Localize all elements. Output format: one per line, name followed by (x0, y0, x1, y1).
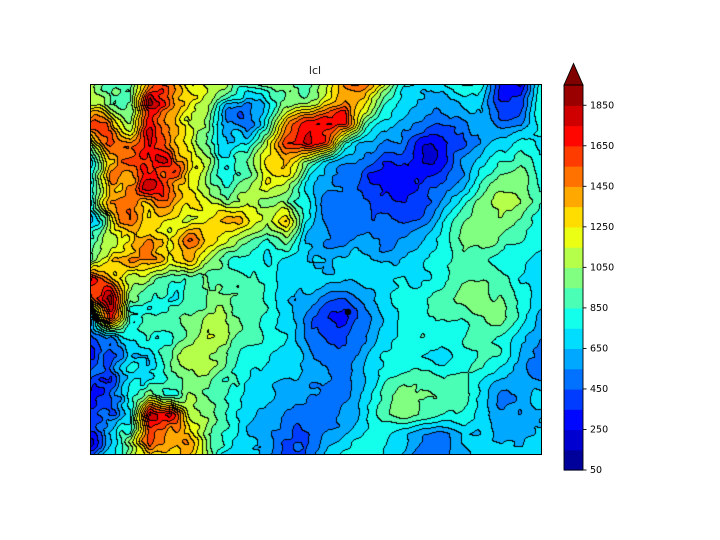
colorbar-band (564, 429, 583, 451)
colorbar-tick-label: 1250 (590, 222, 614, 233)
colorbar-tick-label: 1650 (590, 141, 614, 152)
contour-canvas (91, 85, 541, 454)
colorbar-band (564, 166, 583, 187)
colorbar-band (564, 247, 583, 268)
colorbar-band (564, 206, 583, 228)
colorbar-band (564, 125, 583, 147)
colorbar-tick-label: 650 (590, 343, 608, 354)
colorbar-band (564, 145, 583, 167)
colorbar-band (564, 105, 583, 127)
colorbar-band (564, 226, 583, 248)
colorbar-tick-label: 1050 (590, 262, 614, 273)
colorbar-tick-label: 1450 (590, 181, 614, 192)
colorbar-band (564, 368, 583, 390)
colorbar-tick-label: 250 (590, 424, 608, 435)
colorbar-band (564, 328, 583, 350)
colorbar-tick-label: 450 (590, 384, 608, 395)
colorbar-tick-label: 50 (590, 465, 602, 476)
colorbar-band (564, 449, 583, 471)
chart-title: lcl (308, 64, 322, 77)
colorbar-arrow (563, 62, 584, 86)
colorbar-band (564, 348, 583, 370)
colorbar-band (564, 307, 583, 329)
colorbar-band (564, 85, 583, 106)
colorbar-band (564, 186, 583, 208)
colorbar-band (564, 287, 583, 309)
colorbar-tick-label: 850 (590, 303, 608, 314)
colorbar-band (564, 388, 583, 410)
plot-area (90, 84, 542, 455)
colorbar-tick-label: 1850 (590, 100, 614, 111)
colorbar-band (564, 409, 583, 431)
colorbar-band (564, 267, 583, 289)
